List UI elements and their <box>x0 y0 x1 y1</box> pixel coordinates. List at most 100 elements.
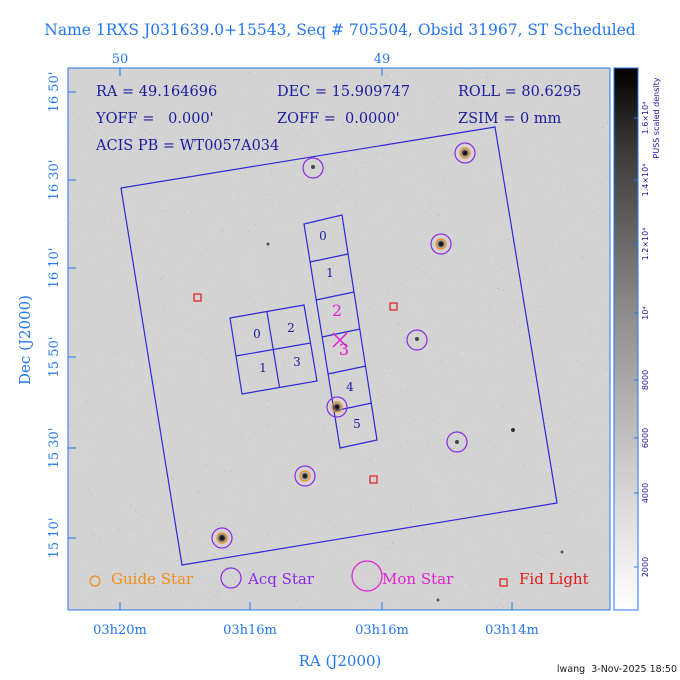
sky-noise-pixel <box>115 489 117 491</box>
sky-noise-pixel <box>177 167 179 169</box>
sky-noise-pixel <box>265 483 267 485</box>
sky-noise-pixel <box>529 335 531 337</box>
sky-noise-pixel <box>358 161 360 162</box>
sky-noise-pixel <box>421 470 423 472</box>
sky-noise-pixel <box>172 375 174 377</box>
sky-noise-pixel <box>91 495 92 497</box>
sky-noise-pixel <box>468 183 470 185</box>
sky-noise-pixel <box>145 245 147 247</box>
sky-noise-pixel <box>418 332 420 334</box>
sky-noise-pixel <box>450 154 452 155</box>
sky-noise-pixel <box>117 577 119 579</box>
sky-noise-pixel <box>491 597 493 598</box>
sky-noise-pixel <box>380 267 382 269</box>
sky-noise-pixel <box>376 391 378 393</box>
sky-noise-pixel <box>428 281 430 283</box>
sky-noise-pixel <box>571 400 573 402</box>
sky-noise-pixel <box>543 567 545 569</box>
sky-noise-pixel <box>164 114 166 116</box>
sky-noise-pixel <box>490 228 492 230</box>
sky-noise-pixel <box>323 181 325 183</box>
sky-noise-pixel <box>446 77 448 79</box>
sky-noise-pixel <box>567 266 568 268</box>
sky-noise-pixel <box>346 90 348 92</box>
sky-noise-pixel <box>580 393 582 395</box>
top-axis <box>119 68 383 76</box>
sky-noise-pixel <box>575 372 577 374</box>
sky-noise-pixel <box>502 360 504 362</box>
sky-noise-pixel <box>334 89 336 91</box>
sky-noise-pixel <box>256 547 258 549</box>
sky-noise-pixel <box>327 423 329 425</box>
sky-noise-pixel <box>545 101 547 103</box>
sky-noise-pixel <box>450 460 452 462</box>
sky-noise-pixel <box>338 125 340 127</box>
sky-noise-pixel <box>590 193 592 195</box>
sky-noise-pixel <box>275 97 277 99</box>
sky-noise-pixel <box>522 77 524 79</box>
sky-noise-pixel <box>183 352 185 354</box>
sky-noise-pixel <box>410 304 412 306</box>
sky-noise-pixel <box>404 176 406 178</box>
sky-noise-pixel <box>488 484 490 486</box>
sky-noise-pixel <box>300 540 302 542</box>
sky-noise-pixel <box>336 204 337 206</box>
sky-noise-pixel <box>218 522 220 524</box>
bottom-tick-label: 03h16m <box>223 623 277 638</box>
sky-noise-pixel <box>90 82 92 84</box>
sky-noise-pixel <box>430 552 432 554</box>
sky-noise-pixel <box>435 480 436 482</box>
sky-noise-pixel <box>126 442 128 444</box>
sky-noise-pixel <box>477 485 479 487</box>
bottom-tick-label: 03h14m <box>485 623 539 638</box>
star <box>460 148 470 158</box>
sky-noise-pixel <box>391 543 393 545</box>
sky-noise-pixel <box>284 553 286 554</box>
sky-noise-pixel <box>242 532 244 534</box>
bottom-tick-label: 03h16m <box>355 623 409 638</box>
sky-noise-pixel <box>94 601 96 603</box>
sky-noise-pixel <box>361 185 363 187</box>
sky-noise-pixel <box>427 390 429 392</box>
sky-noise-pixel <box>113 110 115 112</box>
sky-noise-pixel <box>419 394 421 396</box>
sky-noise-pixel <box>165 420 167 422</box>
sky-noise-pixel <box>410 286 412 288</box>
sky-noise-pixel <box>547 469 549 471</box>
sky-noise-pixel <box>501 239 503 241</box>
sky-noise-pixel <box>515 558 517 560</box>
sky-noise-pixel <box>486 310 488 312</box>
sky-noise-pixel <box>127 215 129 217</box>
acis-s-chip-label: 3 <box>339 340 349 359</box>
sky-noise-pixel <box>265 181 266 183</box>
sky-noise-pixel <box>497 84 498 86</box>
sky-noise-pixel <box>511 260 513 262</box>
sky-noise-pixel <box>332 422 334 424</box>
sky-noise-pixel <box>397 602 399 604</box>
sky-noise-pixel <box>109 499 111 501</box>
sky-noise-pixel <box>432 419 434 421</box>
sky-noise-pixel <box>284 577 285 579</box>
sky-noise-pixel <box>309 212 311 214</box>
sky-noise-pixel <box>582 352 584 354</box>
sky-noise-pixel <box>344 127 346 129</box>
sky-noise-pixel <box>497 406 499 408</box>
sky-noise-pixel <box>427 218 429 220</box>
sky-noise-pixel <box>536 84 538 86</box>
sky-noise-pixel <box>462 81 464 82</box>
sky-noise-pixel <box>132 535 134 537</box>
sky-noise-pixel <box>429 189 431 191</box>
sky-noise-pixel <box>215 227 217 229</box>
sky-noise-pixel <box>176 297 178 299</box>
sky-noise-pixel <box>108 179 110 181</box>
sky-noise-pixel <box>95 347 97 349</box>
sky-noise-pixel <box>72 112 74 114</box>
sky-noise-pixel <box>77 487 78 489</box>
sky-noise-pixel <box>138 310 140 312</box>
sky-noise-pixel <box>193 174 195 176</box>
sky-noise-pixel <box>280 462 282 464</box>
sky-noise-pixel <box>533 386 535 388</box>
sky-noise-pixel <box>268 240 270 242</box>
sky-noise-pixel <box>72 242 74 244</box>
sky-noise-pixel <box>454 473 456 475</box>
